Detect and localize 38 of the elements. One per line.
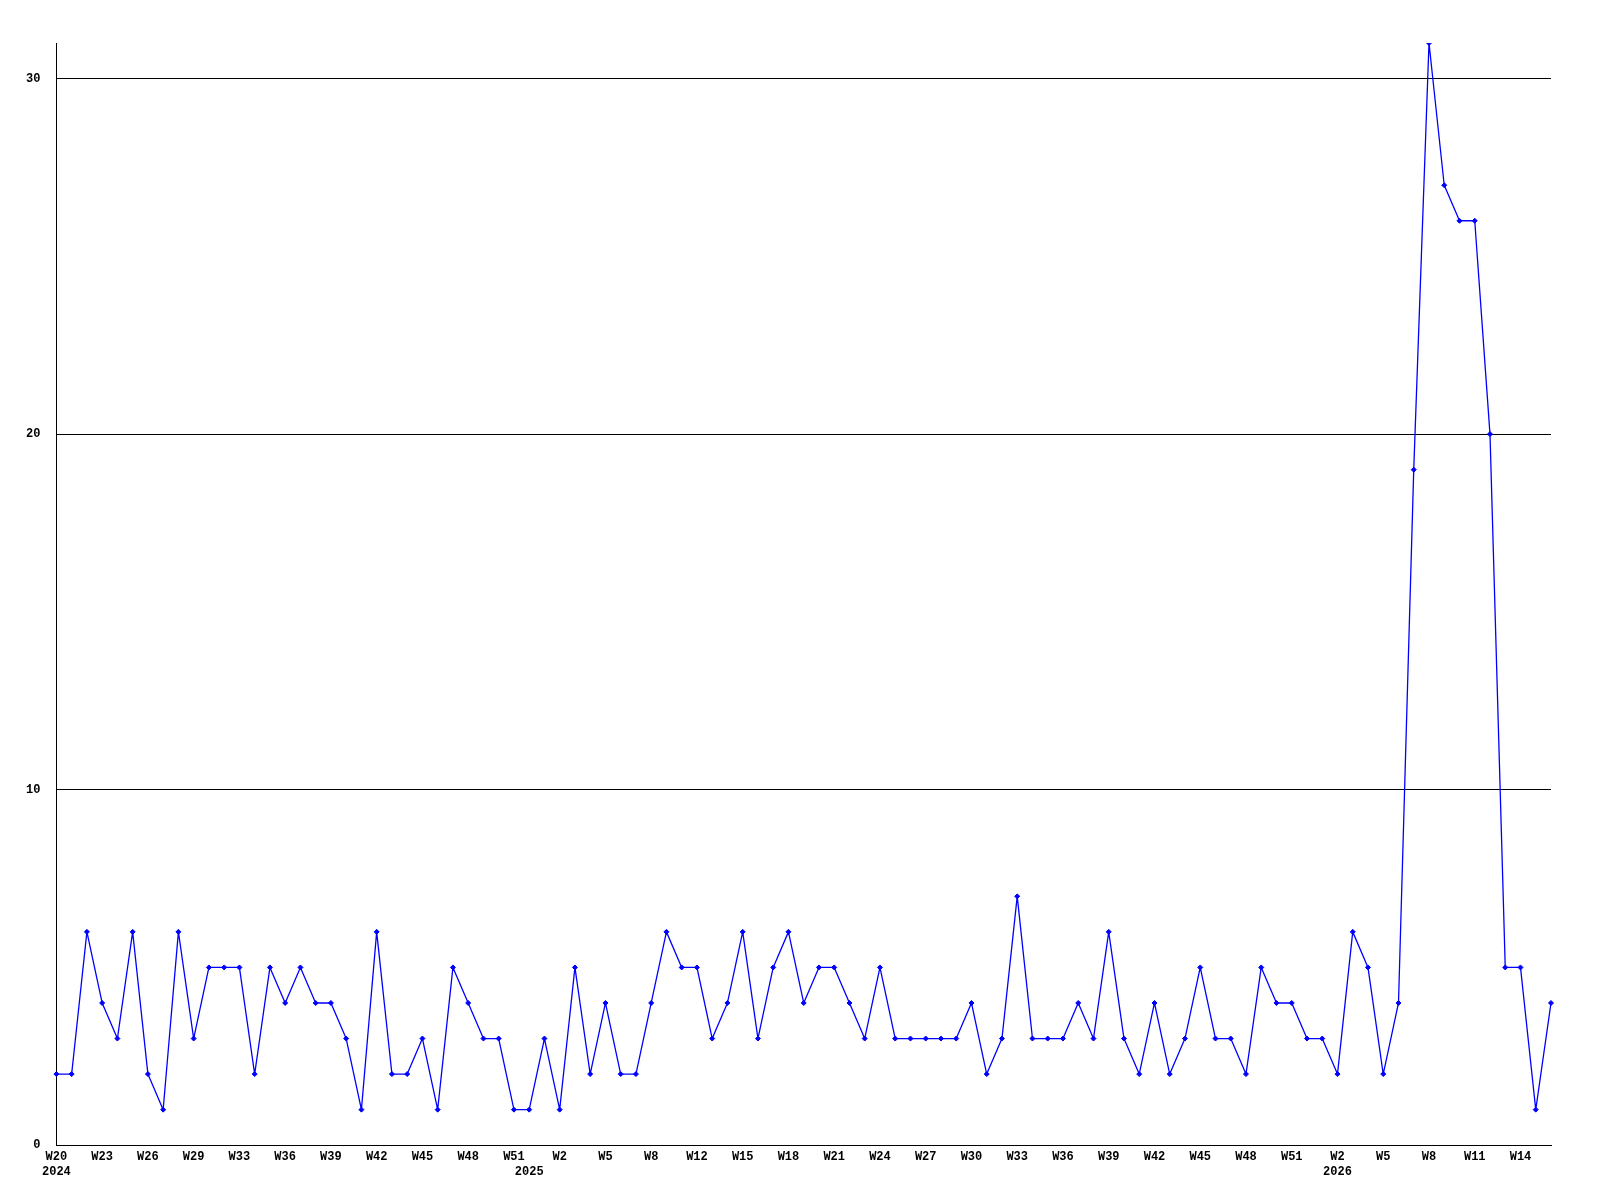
y-tick-label: 30	[26, 71, 41, 86]
x-tick-label: W39	[1097, 1150, 1120, 1165]
x-tick-label: W51	[1280, 1150, 1303, 1165]
x-tick-label: W23	[91, 1150, 113, 1165]
x-tick-label: W21	[823, 1150, 846, 1165]
x-tick-label: W45	[411, 1150, 434, 1165]
x-tick-label: W27	[914, 1150, 937, 1165]
y-tick-label: 10	[26, 782, 41, 797]
x-tick-label: W26	[137, 1150, 159, 1165]
x-tick-label: W18	[777, 1150, 800, 1165]
x-tick-label: W8	[1421, 1150, 1437, 1165]
x-tick-label: W12	[686, 1150, 708, 1165]
y-tick-label: 20	[26, 427, 41, 442]
x-tick-label: W11	[1463, 1150, 1486, 1165]
x-tick-label: W33	[228, 1150, 251, 1165]
x-tick-label: W48	[457, 1150, 479, 1165]
x-tick-label: W30	[960, 1150, 983, 1165]
x-tick-label: W8	[643, 1150, 659, 1165]
x-tick-label: W2	[552, 1150, 567, 1165]
x-tick-label: W42	[1143, 1150, 1166, 1165]
x-tick-label: W2 2026	[1323, 1150, 1352, 1179]
x-tick-label: W45	[1189, 1150, 1212, 1165]
x-tick-label: W24	[869, 1150, 891, 1165]
x-tick-label: W33	[1006, 1150, 1029, 1165]
x-tick-label: W5	[598, 1150, 613, 1165]
x-tick-label: W20 2024	[42, 1150, 71, 1179]
x-tick-label: W51	[503, 1150, 525, 1165]
x-tick-label: W15	[731, 1150, 754, 1165]
x-tick-label: W14	[1509, 1150, 1532, 1165]
x-tick-label: W48	[1235, 1150, 1257, 1165]
x-tick-label: W29	[182, 1150, 205, 1165]
x-tick-label: W36	[1052, 1150, 1074, 1165]
x-tick-label: W39	[320, 1150, 342, 1165]
x-tick-label: 2025	[514, 1164, 544, 1179]
y-tick-label: 0	[33, 1138, 41, 1153]
x-tick-label: W36	[274, 1150, 296, 1165]
x-tick-label: W5	[1376, 1150, 1391, 1165]
x-tick-label: W42	[365, 1150, 388, 1165]
